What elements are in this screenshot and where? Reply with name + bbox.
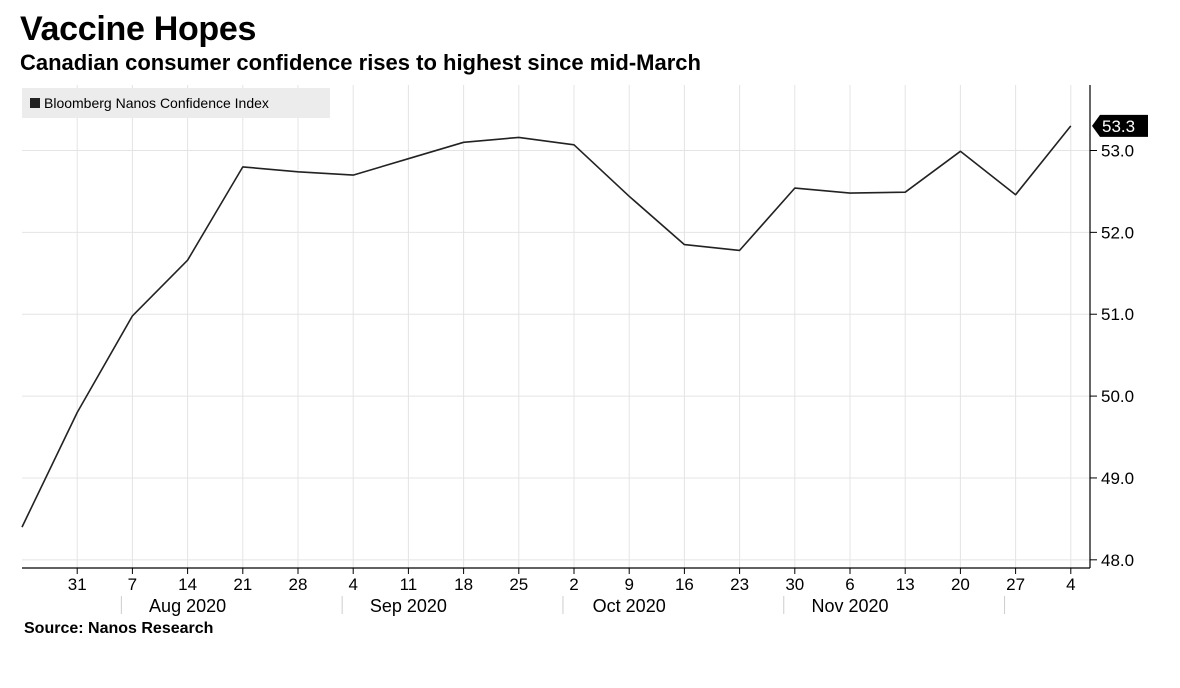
legend-label: Bloomberg Nanos Confidence Index [44, 95, 269, 111]
month-label: Aug 2020 [149, 596, 226, 616]
data-point [1013, 192, 1019, 198]
last-value-label: 53.3 [1102, 117, 1135, 136]
data-point [1068, 123, 1074, 129]
chart-source: Source: Nanos Research [24, 620, 214, 637]
data-point [240, 164, 246, 170]
data-point [737, 247, 743, 253]
x-tick-label: 23 [730, 575, 749, 594]
x-tick-label: 20 [951, 575, 970, 594]
x-tick-label: 13 [896, 575, 915, 594]
x-tick-label: 27 [1006, 575, 1025, 594]
data-point [681, 242, 687, 248]
x-tick-label: 4 [348, 575, 357, 594]
data-point [792, 185, 798, 191]
data-point [516, 134, 522, 140]
y-tick-label: 52.0 [1101, 223, 1134, 242]
x-tick-label: 28 [289, 575, 308, 594]
x-tick-label: 16 [675, 575, 694, 594]
data-point [350, 172, 356, 178]
x-tick-label: 21 [233, 575, 252, 594]
data-point [902, 189, 908, 195]
y-tick-label: 49.0 [1101, 469, 1134, 488]
data-point [295, 169, 301, 175]
label-layer: 48.049.050.051.052.053.031 7 14 21 28 4 11 18 25… [19, 114, 1148, 616]
data-point [626, 193, 632, 199]
axis-layer [22, 85, 1097, 614]
legend-background [22, 88, 330, 118]
x-tick-label: 9 [624, 575, 633, 594]
x-tick-label: 18 [454, 575, 473, 594]
month-label: Oct 2020 [593, 596, 666, 616]
x-tick-label: 25 [509, 575, 528, 594]
data-point [405, 156, 411, 162]
x-tick-label: 7 [128, 575, 137, 594]
x-tick-label: 14 [178, 575, 197, 594]
month-label: Nov 2020 [811, 596, 888, 616]
data-point [957, 148, 963, 154]
chart-title: Vaccine Hopes [20, 10, 257, 48]
data-point [74, 409, 80, 415]
x-tick-label: 6 [845, 575, 854, 594]
month-label: Sep 2020 [370, 596, 447, 616]
series-line-confidence-index [21, 125, 1072, 528]
x-tick-label: 2 [569, 575, 578, 594]
x-tick-label: 11 [400, 575, 418, 594]
x-tick-label: 30 [785, 575, 804, 594]
y-tick-label: 48.0 [1101, 551, 1134, 570]
data-point [461, 139, 467, 145]
grid-layer [22, 85, 1090, 568]
last-value-callout: 53.3 [1092, 114, 1148, 137]
data-point [129, 313, 135, 319]
x-tick-label: 4 [1066, 575, 1075, 594]
data-point [19, 524, 25, 530]
y-tick-label: 51.0 [1101, 305, 1134, 324]
y-tick-label: 53.0 [1101, 141, 1134, 160]
data-point [185, 257, 191, 263]
chart-subtitle: Canadian consumer confidence rises to hi… [20, 50, 701, 75]
last-value-tag [1092, 114, 1148, 137]
y-tick-label: 50.0 [1101, 387, 1134, 406]
data-point [847, 190, 853, 196]
x-tick-label: 31 [68, 575, 87, 594]
data-point [571, 142, 577, 148]
legend-swatch [30, 98, 40, 108]
